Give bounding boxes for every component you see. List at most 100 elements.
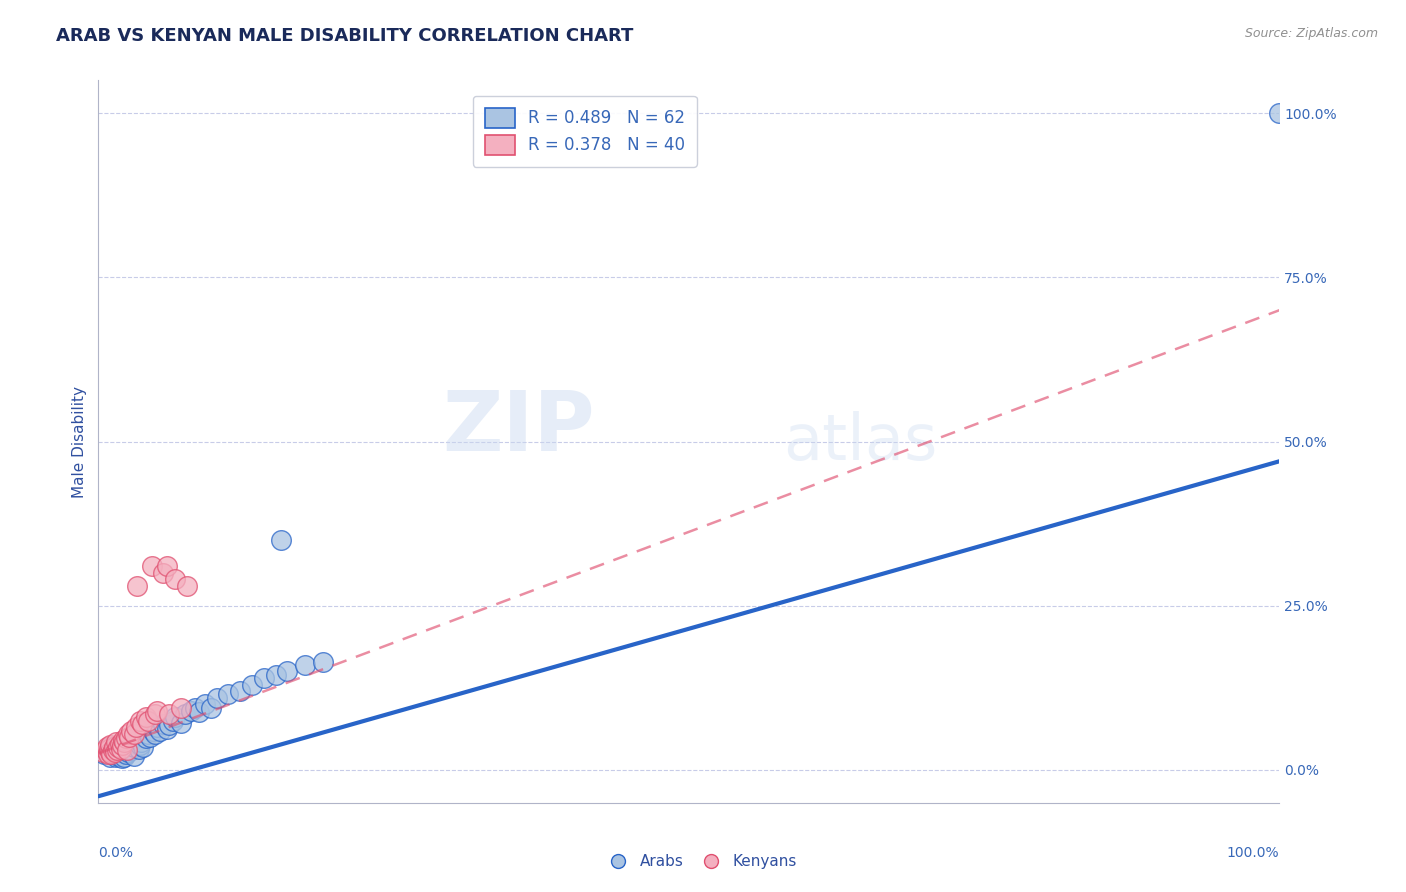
- Point: [135, 710, 157, 724]
- Point: [104, 745, 127, 759]
- Point: [96, 739, 118, 754]
- Point: [108, 745, 131, 759]
- Point: [127, 733, 149, 747]
- Point: [112, 735, 135, 749]
- Point: [128, 714, 150, 728]
- Point: [112, 742, 135, 756]
- Text: 100.0%: 100.0%: [1227, 847, 1279, 860]
- Point: [100, 747, 122, 761]
- Text: 0.0%: 0.0%: [98, 847, 134, 860]
- Point: [205, 690, 228, 705]
- Point: [170, 715, 193, 730]
- Point: [111, 738, 134, 752]
- Point: [91, 745, 114, 759]
- Point: [165, 710, 187, 724]
- Point: [108, 742, 131, 756]
- Point: [276, 665, 298, 679]
- Point: [105, 743, 128, 757]
- Point: [101, 747, 124, 761]
- Point: [122, 748, 145, 763]
- Point: [200, 700, 222, 714]
- Point: [229, 684, 252, 698]
- Point: [117, 745, 139, 759]
- Point: [112, 733, 135, 747]
- Point: [156, 723, 179, 737]
- Point: [128, 742, 150, 756]
- Point: [170, 700, 193, 714]
- Point: [141, 559, 163, 574]
- Point: [146, 704, 169, 718]
- Point: [105, 749, 128, 764]
- Point: [312, 655, 335, 669]
- Point: [194, 698, 217, 712]
- Point: [127, 579, 149, 593]
- Point: [165, 573, 187, 587]
- Point: [115, 743, 138, 757]
- Point: [112, 749, 135, 764]
- Point: [108, 737, 131, 751]
- Point: [111, 745, 134, 759]
- Point: [136, 727, 159, 741]
- Point: [97, 747, 120, 761]
- Point: [162, 714, 184, 728]
- Legend: R = 0.489   N = 62, R = 0.378   N = 40: R = 0.489 N = 62, R = 0.378 N = 40: [472, 95, 696, 167]
- Point: [184, 700, 207, 714]
- Point: [152, 717, 174, 731]
- Point: [103, 743, 125, 757]
- Point: [136, 714, 159, 728]
- Point: [98, 742, 121, 756]
- Point: [98, 745, 121, 759]
- Point: [120, 738, 142, 752]
- Point: [98, 739, 121, 754]
- Y-axis label: Male Disability: Male Disability: [72, 385, 87, 498]
- Point: [121, 723, 143, 738]
- Point: [152, 566, 174, 580]
- Point: [121, 743, 143, 757]
- Point: [264, 667, 287, 681]
- Point: [125, 737, 148, 751]
- Point: [270, 533, 292, 547]
- Point: [115, 739, 138, 754]
- Point: [94, 743, 117, 757]
- Point: [122, 739, 145, 754]
- Point: [146, 720, 169, 734]
- Point: [253, 671, 276, 685]
- Legend: Arabs, Kenyans: Arabs, Kenyans: [603, 848, 803, 875]
- Point: [98, 749, 121, 764]
- Text: atlas: atlas: [783, 410, 938, 473]
- Text: ARAB VS KENYAN MALE DISABILITY CORRELATION CHART: ARAB VS KENYAN MALE DISABILITY CORRELATI…: [56, 27, 634, 45]
- Point: [157, 707, 180, 722]
- Point: [98, 738, 121, 752]
- Point: [149, 723, 172, 738]
- Point: [217, 687, 239, 701]
- Point: [111, 751, 134, 765]
- Text: ZIP: ZIP: [441, 386, 595, 467]
- Point: [114, 747, 136, 761]
- Point: [128, 738, 150, 752]
- Point: [157, 718, 180, 732]
- Point: [101, 743, 124, 757]
- Point: [93, 747, 115, 761]
- Point: [105, 743, 128, 757]
- Point: [118, 730, 141, 744]
- Text: Source: ZipAtlas.com: Source: ZipAtlas.com: [1244, 27, 1378, 40]
- Point: [110, 739, 132, 754]
- Point: [1268, 106, 1291, 120]
- Point: [117, 727, 139, 741]
- Point: [118, 742, 141, 756]
- Point: [125, 720, 148, 734]
- Point: [142, 723, 165, 738]
- Point: [112, 743, 135, 757]
- Point: [103, 739, 125, 754]
- Point: [180, 704, 202, 718]
- Point: [143, 727, 166, 741]
- Point: [107, 748, 129, 763]
- Point: [97, 743, 120, 757]
- Point: [132, 739, 155, 754]
- Point: [139, 730, 162, 744]
- Point: [105, 747, 128, 761]
- Point: [135, 731, 157, 746]
- Point: [122, 727, 145, 741]
- Point: [156, 559, 179, 574]
- Point: [114, 731, 136, 746]
